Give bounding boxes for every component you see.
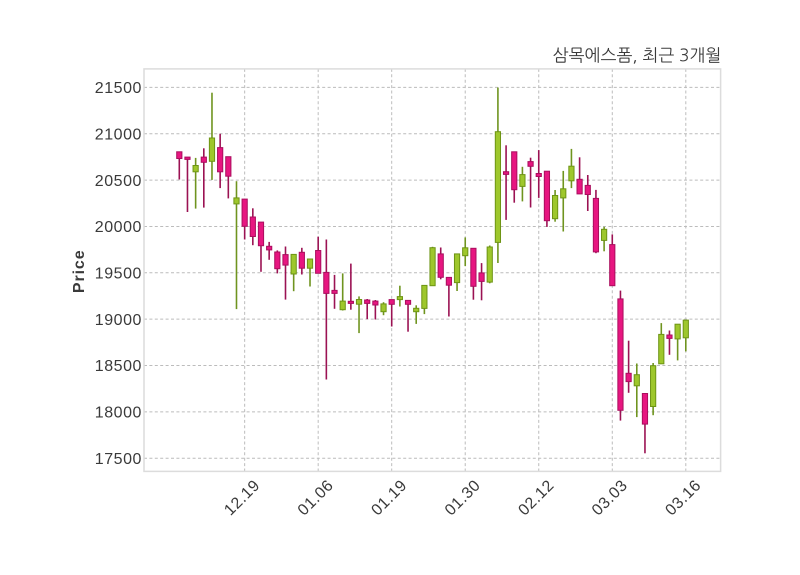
svg-text:21000: 21000 bbox=[95, 126, 142, 143]
svg-text:20500: 20500 bbox=[95, 173, 142, 190]
svg-text:19000: 19000 bbox=[95, 312, 142, 329]
svg-text:17500: 17500 bbox=[95, 451, 142, 468]
svg-text:Price: Price bbox=[71, 249, 88, 293]
svg-text:20000: 20000 bbox=[95, 219, 142, 236]
svg-text:21500: 21500 bbox=[95, 80, 142, 97]
svg-text:19500: 19500 bbox=[95, 266, 142, 283]
svg-text:18500: 18500 bbox=[95, 358, 142, 375]
svg-text:18000: 18000 bbox=[95, 405, 142, 422]
